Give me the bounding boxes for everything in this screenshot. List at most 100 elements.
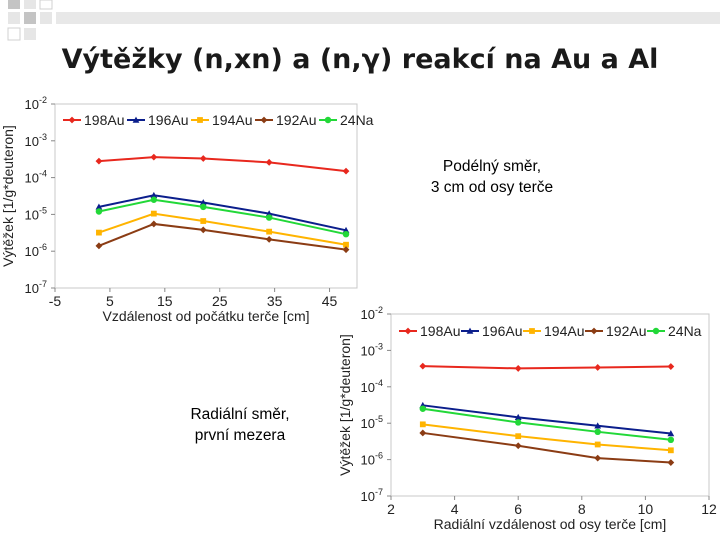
- legend-entry: 24Na: [319, 112, 374, 128]
- diamond-marker: [594, 364, 602, 371]
- diamond-marker: [265, 158, 273, 166]
- diamond-marker: [95, 157, 103, 165]
- y-tick-label: 10-3: [361, 341, 383, 358]
- circle-marker: [265, 214, 273, 221]
- x-tick-label: 12: [701, 501, 717, 517]
- x-tick-label: -5: [49, 293, 62, 309]
- decor-square: [24, 12, 36, 24]
- circle-marker: [594, 428, 601, 436]
- square-marker: [667, 447, 674, 454]
- diamond-marker: [260, 116, 268, 124]
- square-marker: [343, 241, 349, 248]
- series-192au: [95, 220, 350, 254]
- series-24na: [95, 196, 350, 238]
- triangle-marker: [199, 199, 207, 206]
- y-tick-label: 10-6: [25, 242, 47, 259]
- y-tick-label: 10-2: [25, 95, 47, 112]
- square-marker: [150, 210, 157, 217]
- triangle-marker: [132, 116, 140, 123]
- legend-entry: 192Au: [255, 112, 316, 128]
- plot-area: [54, 103, 358, 289]
- legend-entry: 24Na: [647, 323, 702, 339]
- square-marker: [197, 117, 203, 123]
- diamond-marker: [590, 327, 598, 335]
- triangle-marker: [466, 327, 474, 334]
- y-tick-label: 10-3: [25, 132, 47, 149]
- x-tick-label: 10: [638, 501, 654, 517]
- y-tick-label: 10-4: [361, 378, 383, 395]
- legend-entry: 194Au: [191, 112, 252, 128]
- series-198au: [95, 153, 350, 175]
- decor-square: [40, 12, 52, 24]
- legend-entry: 198Au: [63, 112, 124, 128]
- legend-entry: 198Au: [399, 323, 460, 339]
- circle-marker: [667, 436, 675, 444]
- slide-title: Výtěžky (n,xn) a (n,γ) reakcí na Au a Al: [61, 44, 659, 75]
- diamond-marker: [150, 220, 158, 228]
- x-axis-label: Radiální vzdálenost od osy terče [cm]: [434, 516, 667, 532]
- circle-marker: [95, 208, 103, 215]
- x-tick-label: 15: [157, 293, 173, 309]
- legend-entry: 192Au: [585, 323, 646, 339]
- diamond-marker: [199, 155, 207, 162]
- diamond-marker: [594, 454, 602, 462]
- decor-square: [24, 0, 36, 9]
- y-tick-label: 10-5: [361, 414, 383, 431]
- square-marker: [529, 328, 535, 334]
- legend-entry: 196Au: [461, 323, 522, 339]
- legend-label: 196Au: [482, 323, 522, 339]
- diamond-marker: [342, 246, 350, 254]
- diamond-marker: [514, 365, 522, 372]
- decor-square: [8, 0, 20, 9]
- diamond-marker: [404, 327, 412, 335]
- diamond-marker: [265, 235, 273, 243]
- legend-label: 198Au: [84, 112, 124, 128]
- x-tick-label: 4: [451, 501, 459, 517]
- x-tick-label: 35: [267, 293, 283, 309]
- series-194au: [419, 421, 674, 454]
- legend-label: 194Au: [212, 112, 252, 128]
- legend-entry: 196Au: [127, 112, 188, 128]
- annotation-radial: Radiální směr, první mezera: [160, 404, 320, 446]
- diamond-marker: [95, 242, 103, 250]
- y-tick-label: 10-2: [361, 305, 383, 322]
- y-tick-label: 10-5: [25, 205, 47, 222]
- x-tick-label: 2: [387, 501, 395, 517]
- diamond-marker: [667, 363, 675, 370]
- x-tick-label: 45: [322, 293, 338, 309]
- triangle-marker: [514, 413, 522, 421]
- legend-label: 24Na: [668, 323, 702, 339]
- x-tick-label: 25: [212, 293, 228, 309]
- plot-area: [390, 313, 710, 497]
- y-tick-label: 10-6: [361, 451, 383, 468]
- square-marker: [96, 229, 102, 236]
- circle-marker: [514, 419, 522, 426]
- triangle-marker: [667, 430, 675, 437]
- y-axis-label: Výtěžek [1/g*deuteron]: [337, 334, 353, 476]
- circle-marker: [324, 116, 332, 124]
- diamond-marker: [342, 167, 350, 175]
- diamond-marker: [199, 226, 207, 234]
- legend-label: 24Na: [340, 112, 374, 128]
- diamond-marker: [667, 459, 675, 466]
- diamond-marker: [150, 153, 158, 161]
- legend-label: 198Au: [420, 323, 460, 339]
- x-tick-label: 5: [106, 293, 114, 309]
- circle-marker: [200, 203, 207, 211]
- series-line: [422, 407, 671, 441]
- circle-marker: [342, 230, 350, 238]
- decor-square: [24, 28, 36, 40]
- square-marker: [419, 421, 426, 428]
- annotation-longitudinal: Podélný směr, 3 cm od osy terče: [392, 156, 592, 198]
- series-198au: [419, 362, 675, 372]
- square-marker: [594, 441, 601, 448]
- series-line: [422, 423, 671, 452]
- triangle-marker: [594, 422, 602, 429]
- legend-label: 194Au: [544, 323, 584, 339]
- triangle-marker: [95, 203, 103, 210]
- diamond-marker: [514, 442, 522, 450]
- circle-marker: [150, 196, 158, 203]
- decor-bar: [56, 12, 720, 24]
